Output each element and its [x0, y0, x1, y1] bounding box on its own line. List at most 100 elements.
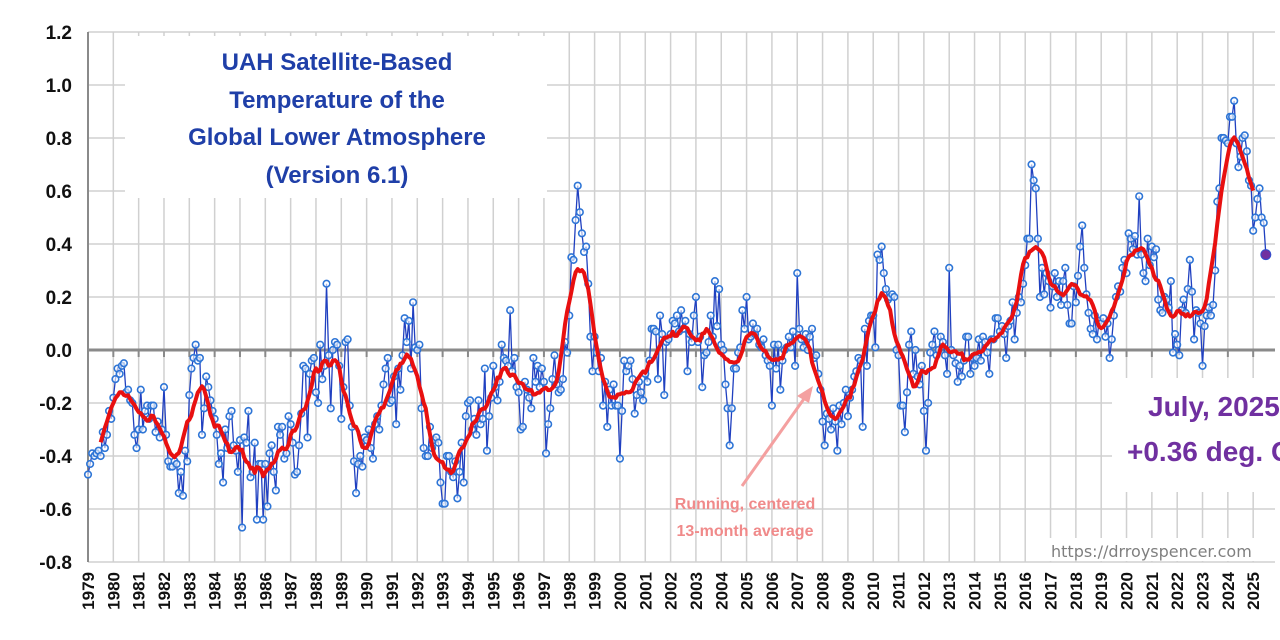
data-point	[727, 404, 736, 413]
data-point	[805, 332, 815, 341]
data-point	[541, 449, 551, 458]
data-point	[1227, 112, 1237, 121]
data-point	[966, 369, 975, 378]
data-point	[1052, 292, 1061, 302]
data-point	[172, 459, 181, 469]
data-point	[877, 242, 886, 251]
data-point	[1080, 263, 1089, 272]
data-point	[178, 491, 188, 500]
data-point	[571, 216, 580, 225]
data-point	[379, 380, 388, 389]
data-point	[358, 462, 367, 471]
data-point	[837, 420, 846, 429]
data-point	[480, 364, 489, 373]
running-mean-line	[98, 135, 1256, 479]
data-point	[537, 364, 546, 373]
data-point	[216, 449, 226, 458]
data-point	[556, 385, 565, 394]
data-point	[518, 422, 527, 431]
data-point	[1050, 269, 1059, 278]
data-point	[677, 306, 686, 315]
data-point	[183, 457, 192, 466]
data-point	[130, 430, 139, 439]
data-point	[472, 430, 481, 439]
data-point	[715, 284, 724, 294]
data-point	[582, 242, 591, 251]
data-point	[497, 340, 506, 349]
data-point	[957, 372, 966, 381]
data-point	[875, 255, 884, 265]
x-tick-label: 1994	[459, 571, 478, 609]
data-point	[356, 451, 365, 461]
data-point	[218, 478, 228, 487]
data-point	[558, 375, 568, 384]
data-point	[807, 324, 817, 333]
data-point	[573, 181, 582, 190]
x-tick-label: 2009	[839, 572, 858, 610]
title-box: UAH Satellite-Based Temperature of the G…	[125, 36, 547, 198]
data-point	[791, 361, 800, 371]
data-point	[419, 443, 428, 453]
data-point	[710, 277, 720, 286]
data-point	[242, 438, 251, 447]
data-point	[269, 467, 278, 477]
data-point	[1061, 263, 1070, 272]
data-point	[381, 364, 390, 373]
data-point	[917, 361, 926, 371]
data-point	[546, 404, 555, 413]
data-point	[316, 340, 325, 349]
data-point	[408, 298, 418, 307]
data-point	[111, 375, 120, 384]
data-point	[1073, 271, 1083, 280]
x-tick-label: 2022	[1168, 572, 1187, 610]
data-point	[332, 340, 342, 349]
x-tick-label: 2002	[662, 572, 681, 610]
data-point	[742, 292, 751, 302]
data-point	[453, 494, 462, 503]
data-point	[286, 420, 295, 429]
data-point	[1185, 255, 1194, 265]
data-point	[1027, 160, 1036, 169]
data-point	[820, 441, 829, 450]
data-point	[871, 343, 880, 352]
data-point	[1208, 300, 1218, 310]
title-line-2: Temperature of the	[229, 87, 445, 114]
y-tick-label: 0.6	[46, 182, 72, 203]
x-tick-label: 1990	[358, 572, 377, 610]
data-point	[1075, 242, 1085, 251]
data-point	[444, 451, 454, 461]
x-tick-label: 2015	[991, 572, 1010, 610]
title-line-4: (Version 6.1)	[266, 162, 409, 189]
title-line-3: Global Lower Atmosphere	[188, 124, 486, 151]
data-point	[1175, 351, 1184, 360]
data-point	[630, 409, 639, 418]
data-point	[603, 422, 612, 431]
data-point	[271, 486, 280, 495]
y-tick-label: 1.2	[46, 23, 72, 44]
data-point	[615, 454, 625, 463]
data-point	[993, 314, 1002, 323]
data-point	[506, 306, 515, 315]
data-point	[691, 292, 701, 302]
data-point	[402, 337, 411, 347]
x-tick-label: 1988	[307, 572, 326, 610]
x-tick-label: 2007	[788, 572, 807, 610]
data-point	[199, 404, 209, 413]
data-point	[415, 340, 424, 349]
data-point	[301, 364, 310, 373]
data-point	[985, 369, 994, 378]
data-point	[1240, 131, 1249, 140]
data-point	[343, 335, 352, 344]
data-point	[731, 364, 741, 373]
data-point	[1067, 319, 1076, 328]
data-point	[265, 449, 274, 458]
data-point	[529, 353, 538, 363]
data-point	[1029, 176, 1038, 185]
data-point	[1010, 335, 1019, 344]
data-point	[1166, 277, 1175, 286]
x-tick-label: 2001	[636, 572, 655, 610]
data-point	[1063, 300, 1072, 310]
x-tick-label: 1986	[256, 572, 275, 610]
data-point	[263, 502, 272, 511]
